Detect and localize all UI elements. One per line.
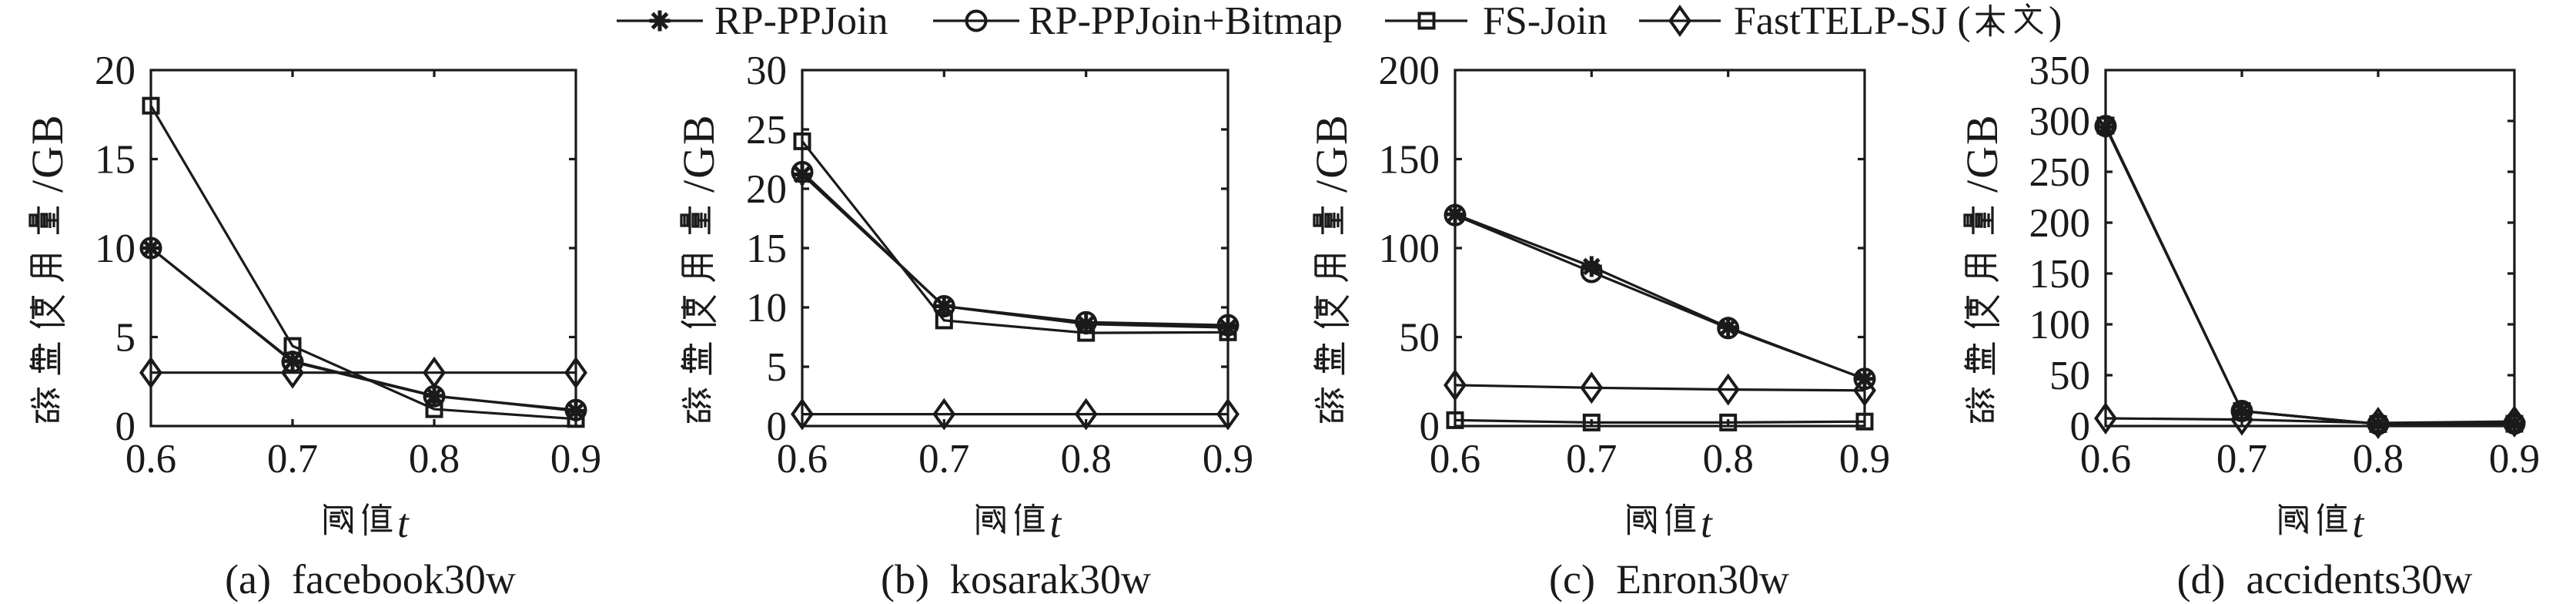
svg-text:250: 250	[2029, 150, 2091, 195]
svg-text:t: t	[1701, 502, 1713, 546]
svg-text:20: 20	[95, 49, 135, 93]
svg-text:15: 15	[95, 138, 135, 183]
svg-text:FastTELP-SJ (: FastTELP-SJ (	[1734, 0, 1971, 43]
svg-text:): )	[2049, 0, 2062, 43]
svg-text:350: 350	[2029, 49, 2091, 93]
svg-text:10: 10	[746, 286, 787, 331]
svg-text:0.8: 0.8	[1703, 437, 1754, 482]
svg-text:/GB: /GB	[674, 113, 724, 193]
svg-text:0.8: 0.8	[1061, 437, 1112, 482]
svg-text:t: t	[2353, 502, 2365, 546]
svg-text:/GB: /GB	[22, 113, 72, 193]
svg-text:0: 0	[115, 404, 136, 449]
svg-text:5: 5	[767, 345, 788, 390]
svg-text:0.9: 0.9	[550, 437, 601, 482]
svg-text:50: 50	[1399, 316, 1440, 361]
svg-text:5: 5	[115, 316, 136, 361]
svg-text:20: 20	[746, 167, 787, 212]
svg-text:/GB: /GB	[1306, 113, 1357, 193]
svg-text:(b) kosarak30w: (b) kosarak30w	[881, 556, 1151, 602]
svg-text:25: 25	[746, 108, 787, 153]
svg-text:(a) facebook30w: (a) facebook30w	[225, 556, 516, 602]
svg-text:200: 200	[2029, 201, 2091, 246]
svg-text:0.7: 0.7	[2216, 437, 2267, 482]
svg-text:RP-PPJoin: RP-PPJoin	[714, 0, 888, 43]
svg-text:150: 150	[1379, 138, 1440, 183]
svg-text:FS-Join: FS-Join	[1483, 0, 1607, 43]
svg-text:10: 10	[95, 226, 135, 271]
svg-text:0: 0	[2070, 404, 2091, 449]
svg-text:0: 0	[1420, 404, 1440, 449]
svg-text:0.6: 0.6	[777, 437, 828, 482]
svg-text:0.7: 0.7	[267, 437, 318, 482]
svg-text:0.8: 0.8	[2353, 437, 2404, 482]
svg-text:0.8: 0.8	[409, 437, 460, 482]
svg-text:(d) accidents30w: (d) accidents30w	[2177, 556, 2473, 602]
svg-text:/GB: /GB	[1957, 113, 2007, 193]
svg-text:0: 0	[767, 404, 788, 449]
svg-text:15: 15	[746, 226, 787, 271]
svg-text:t: t	[1050, 502, 1062, 546]
svg-text:150: 150	[2029, 252, 2091, 297]
svg-text:0.6: 0.6	[1430, 437, 1480, 482]
svg-text:0.9: 0.9	[1203, 437, 1253, 482]
svg-text:0.6: 0.6	[125, 437, 176, 482]
svg-text:0.6: 0.6	[2080, 437, 2131, 482]
svg-text:300: 300	[2029, 99, 2091, 144]
svg-text:0.7: 0.7	[1566, 437, 1617, 482]
svg-text:50: 50	[2049, 354, 2090, 398]
svg-text:0.7: 0.7	[918, 437, 969, 482]
svg-text:200: 200	[1379, 49, 1440, 93]
svg-text:100: 100	[1379, 226, 1440, 271]
svg-text:100: 100	[2029, 303, 2091, 347]
svg-text:t: t	[397, 502, 410, 546]
svg-text:RP-PPJoin+Bitmap: RP-PPJoin+Bitmap	[1029, 0, 1343, 43]
svg-text:(c) Enron30w: (c) Enron30w	[1549, 556, 1789, 602]
svg-text:0.9: 0.9	[1839, 437, 1890, 482]
svg-text:0.9: 0.9	[2489, 437, 2540, 482]
svg-text:30: 30	[746, 49, 787, 93]
